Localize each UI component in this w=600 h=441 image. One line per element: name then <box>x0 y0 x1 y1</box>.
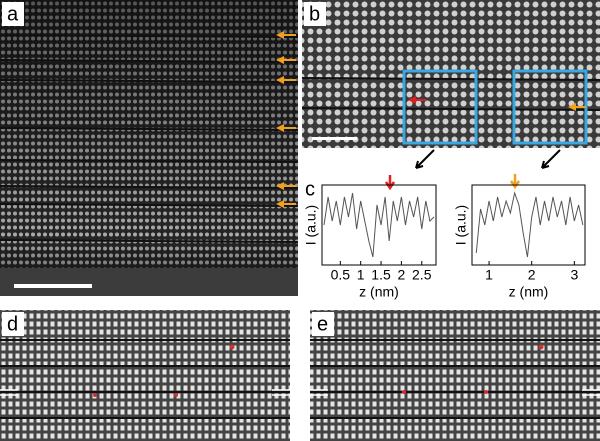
x-tick-label: 0.5 <box>331 267 351 283</box>
panel-label: a <box>7 3 19 25</box>
image-d <box>0 310 290 441</box>
x-tick-label: 2 <box>397 267 405 283</box>
panel-label: b <box>309 3 320 25</box>
x-tick-label: 1.5 <box>371 267 391 283</box>
panel-label: d <box>7 313 18 335</box>
profile-line <box>475 191 584 258</box>
image-e <box>310 310 600 441</box>
y-axis-label: I (a.u.) <box>453 205 469 245</box>
x-tick-label: 2 <box>528 267 536 283</box>
panel-label: c <box>305 178 315 200</box>
profile-line <box>323 192 435 258</box>
x-tick-label: 2.5 <box>412 267 432 283</box>
x-tick-label: 3 <box>570 267 578 283</box>
x-axis-label: z (nm) <box>359 284 399 300</box>
plot-frame <box>321 184 437 266</box>
x-axis-label: z (nm) <box>509 284 549 300</box>
y-axis-label: I (a.u.) <box>303 205 319 245</box>
plot-frame <box>471 184 586 266</box>
image-a <box>0 0 299 296</box>
panel-label: e <box>317 313 328 335</box>
image-b <box>301 0 600 191</box>
x-tick-label: 1 <box>485 267 493 283</box>
x-tick-label: 1 <box>357 267 365 283</box>
